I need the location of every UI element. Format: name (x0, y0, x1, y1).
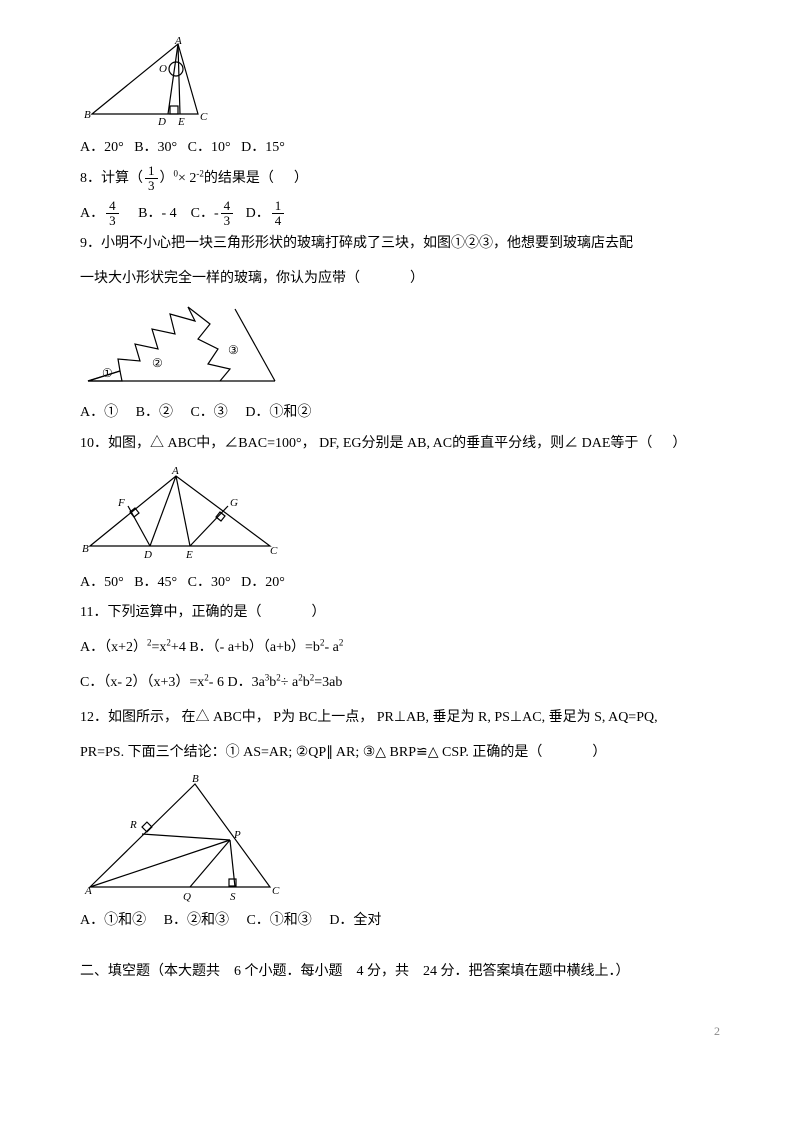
q8-options: A．43 B．- 4 C．-43 D．14 (80, 199, 740, 230)
q9-optC: C．③ (190, 405, 227, 420)
frac-1-3: 13 (145, 164, 158, 194)
q9-line2: 一块大小形状完全一样的玻璃，你认为应带（） (80, 264, 740, 295)
svg-text:②: ② (152, 356, 163, 370)
q10-figure: A B C D E F G (80, 464, 740, 564)
q12-optB: B．②和③ (164, 913, 229, 928)
svg-text:E: E (177, 116, 185, 128)
q12-line2: PR=PS. 下面三个结论：① AS=AR; ②QP∥ AR; ③△ BRP≌△… (80, 738, 740, 769)
q7-optA: A．20° (80, 140, 124, 155)
q11-lineAB: A．（x+2）2=x2+4 B．（- a+b）（a+b）=b2- a2 (80, 633, 740, 664)
q12-options: A．①和② B．②和③ C．①和③ D．全对 (80, 906, 740, 937)
q7-optB: B．30° (134, 140, 177, 155)
q10-optC: C．30° (188, 575, 231, 590)
svg-text:A: A (84, 885, 92, 897)
svg-text:Q: Q (183, 891, 191, 902)
svg-text:A: A (171, 465, 179, 477)
svg-text:①: ① (102, 366, 113, 380)
q12-line1: 12．如图所示， 在△ ABC中， P为 BC上一点， PR⊥AB, 垂足为 R… (80, 703, 740, 734)
svg-text:R: R (129, 819, 137, 831)
q7-optD: D．15° (241, 140, 285, 155)
q11-lineCD: C．（x- 2）（x+3）=x2- 6 D．3a3b2÷ a2b2=3ab (80, 668, 740, 699)
q11-stem: 11．下列运算中，正确的是（） (80, 598, 740, 629)
q9-optA: A．① (80, 405, 118, 420)
q12-optC: C．①和③ (246, 913, 311, 928)
frac-4-3a: 43 (106, 199, 119, 229)
svg-text:B: B (84, 109, 91, 121)
frac-4-3b: 43 (221, 199, 234, 229)
page-number: 2 (80, 1018, 740, 1044)
q9-optD: D．①和② (245, 405, 311, 420)
q7-options: A．20° B．30° C．10° D．15° (80, 133, 740, 164)
q7-optC: C．10° (188, 140, 231, 155)
svg-text:③: ③ (228, 343, 239, 357)
q10-optD: D．20° (241, 575, 285, 590)
frac-1-4: 14 (272, 199, 285, 229)
q10-stem: 10．如图，△ ABC中，∠BAC=100°， DF, EG分别是 AB, AC… (80, 429, 740, 460)
q8-optB: B．- 4 (138, 206, 177, 221)
svg-text:S: S (230, 891, 236, 902)
q10-options: A．50° B．45° C．30° D．20° (80, 568, 740, 599)
svg-text:A: A (174, 35, 182, 47)
q12-figure: A B C P Q R S (80, 772, 740, 902)
svg-text:D: D (143, 549, 152, 561)
q9-line1: 9．小明不小心把一块三角形形状的玻璃打碎成了三块，如图①②③，他想要到玻璃店去配 (80, 229, 740, 260)
svg-text:B: B (192, 773, 199, 785)
q9-options: A．① B．② C．③ D．①和② (80, 398, 740, 429)
svg-text:D: D (157, 116, 166, 128)
svg-text:C: C (270, 545, 278, 557)
svg-text:P: P (233, 829, 241, 841)
q8-stem: 8．计算（13）0× 2-2的结果是（） (80, 164, 740, 195)
q9-optB: B．② (136, 405, 173, 420)
svg-text:F: F (117, 497, 125, 509)
q7-figure: A B C D E O (80, 34, 740, 129)
svg-text:O: O (159, 63, 167, 75)
q12-optA: A．①和② (80, 913, 146, 928)
svg-text:C: C (272, 885, 280, 897)
q12-optD: D．全对 (329, 913, 381, 928)
q10-optA: A．50° (80, 575, 124, 590)
svg-text:C: C (200, 111, 208, 123)
q10-optB: B．45° (134, 575, 177, 590)
q9-figure: ① ② ③ (80, 299, 740, 394)
svg-text:G: G (230, 497, 238, 509)
section2-heading: 二、填空题（本大题共 6 个小题．每小题 4 分，共 24 分．把答案填在题中横… (80, 957, 740, 988)
svg-text:E: E (185, 549, 193, 561)
svg-text:B: B (82, 543, 89, 555)
